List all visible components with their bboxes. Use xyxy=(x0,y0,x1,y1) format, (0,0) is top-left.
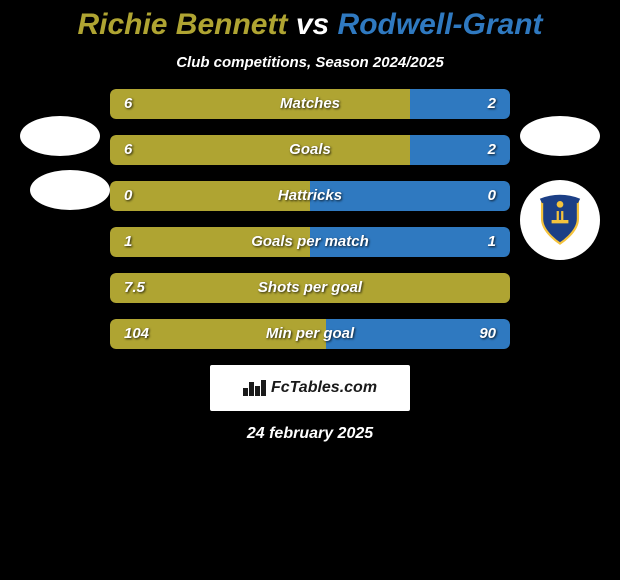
stat-row: Goals per match11 xyxy=(110,227,510,257)
date-label: 24 february 2025 xyxy=(0,425,620,443)
subtitle: Club competitions, Season 2024/2025 xyxy=(0,54,620,71)
bar-left xyxy=(110,319,326,349)
branding-text: FcTables.com xyxy=(271,379,377,397)
stat-row: Matches62 xyxy=(110,89,510,119)
page-title: Richie Bennett vs Rodwell-Grant xyxy=(0,8,620,42)
bar-left xyxy=(110,89,410,119)
bar-right xyxy=(410,135,510,165)
title-player2: Rodwell-Grant xyxy=(338,8,543,41)
stat-row: Min per goal10490 xyxy=(110,319,510,349)
stat-row: Shots per goal7.5 xyxy=(110,273,510,303)
stat-row: Goals62 xyxy=(110,135,510,165)
title-vs: vs xyxy=(296,8,329,41)
bar-right xyxy=(310,227,510,257)
stats-chart: Matches62 Goals62 Hattricks00 Goals per mat… xyxy=(0,89,620,349)
bar-left xyxy=(110,273,510,303)
title-player1: Richie Bennett xyxy=(77,8,287,41)
bar-left xyxy=(110,135,410,165)
bars-icon xyxy=(243,380,265,396)
stat-row: Hattricks00 xyxy=(110,181,510,211)
branding-badge: FcTables.com xyxy=(210,365,410,411)
bar-right xyxy=(310,181,510,211)
bar-right xyxy=(410,89,510,119)
bar-right xyxy=(326,319,510,349)
bar-left xyxy=(110,227,310,257)
comparison-card: Richie Bennett vs Rodwell-Grant Club com… xyxy=(0,0,620,580)
bar-left xyxy=(110,181,310,211)
